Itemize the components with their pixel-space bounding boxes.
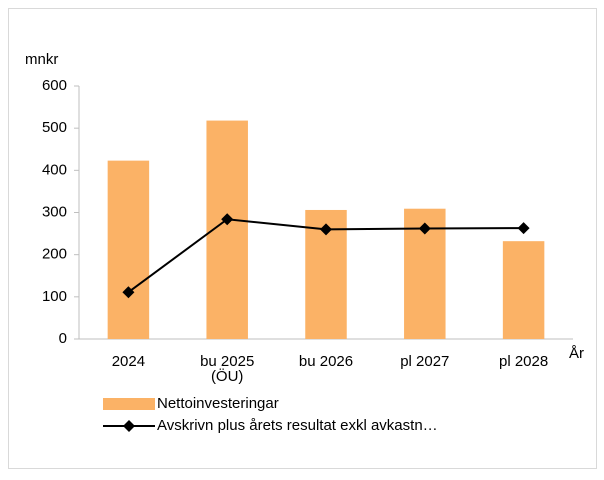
line-marker xyxy=(418,222,431,235)
x-axis-label: År xyxy=(569,345,584,362)
line-marker xyxy=(122,286,135,299)
y-tick-label: 200 xyxy=(42,246,67,263)
line-marker xyxy=(517,222,530,235)
y-tick-label: 300 xyxy=(42,203,67,220)
legend-marker xyxy=(123,420,135,432)
y-tick-label: 0 xyxy=(59,330,67,347)
legend-swatch xyxy=(103,398,155,410)
x-tick-label: bu 2025 (ÖU) xyxy=(200,353,255,385)
legend-label: Nettoinvesteringar xyxy=(157,395,279,412)
y-tick-label: 600 xyxy=(42,77,67,94)
x-tick-label: pl 2028 xyxy=(498,353,549,370)
line-marker xyxy=(320,223,332,236)
chart-border xyxy=(8,8,597,469)
x-tick-label: bu 2026 xyxy=(298,353,354,370)
legend-label: Avskrivn plus årets resultat exkl avkast… xyxy=(157,417,438,434)
y-tick-label: 100 xyxy=(42,288,67,305)
y-tick-label: 500 xyxy=(42,119,67,136)
line-marker xyxy=(221,213,234,226)
x-tick-label: 2024 xyxy=(111,353,146,370)
y-axis-label: mnkr xyxy=(25,51,58,68)
bar xyxy=(502,241,545,339)
bar xyxy=(107,160,150,339)
y-tick-label: 400 xyxy=(42,161,67,178)
x-tick-label: pl 2027 xyxy=(400,353,450,370)
